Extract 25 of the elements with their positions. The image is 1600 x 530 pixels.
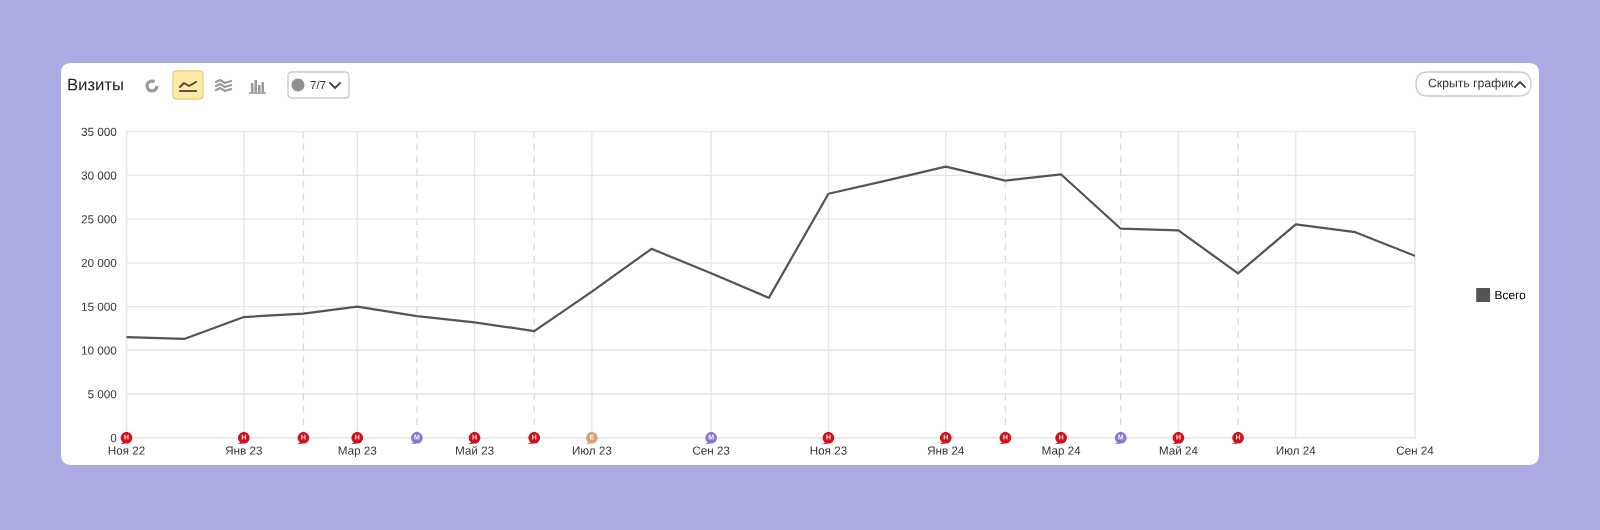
x-tick-label: Ноя 23 — [810, 446, 847, 455]
x-tick-label: Янв 23 — [225, 446, 262, 455]
x-tick-label: Сен 24 — [1396, 446, 1434, 455]
x-tick-label: Июл 23 — [572, 446, 612, 455]
chart-title: Визиты — [68, 78, 123, 91]
x-tick-label: Май 23 — [456, 445, 494, 455]
x-tick-label: Янв 24 — [927, 446, 965, 455]
y-tick-label: 0 — [110, 433, 117, 443]
text: 7/7 — [310, 80, 326, 90]
x-tick-label: Мар 23 — [338, 446, 377, 458]
legend-label: Всего — [1495, 290, 1526, 300]
line-series — [126, 165, 1415, 341]
y-tick-label: 15 000 — [81, 302, 117, 311]
x-tick-label: Ноя 22 — [108, 446, 145, 455]
y-tick-label: 35 000 — [81, 127, 117, 136]
text: Скрыть график — [1428, 78, 1514, 90]
x-tick-label: Июл 24 — [1276, 446, 1316, 455]
x-tick-label: Май 24 — [1159, 445, 1198, 455]
y-tick-label: 25 000 — [81, 215, 117, 224]
y-tick-label: 10 000 — [81, 346, 117, 355]
y-tick-label: 30 000 — [81, 171, 117, 180]
y-tick-label: 20 000 — [81, 258, 117, 268]
y-tick-label: 5 000 — [88, 390, 117, 399]
x-tick-label: Сен 23 — [692, 446, 730, 455]
x-tick-label: Мар 24 — [1042, 446, 1081, 458]
